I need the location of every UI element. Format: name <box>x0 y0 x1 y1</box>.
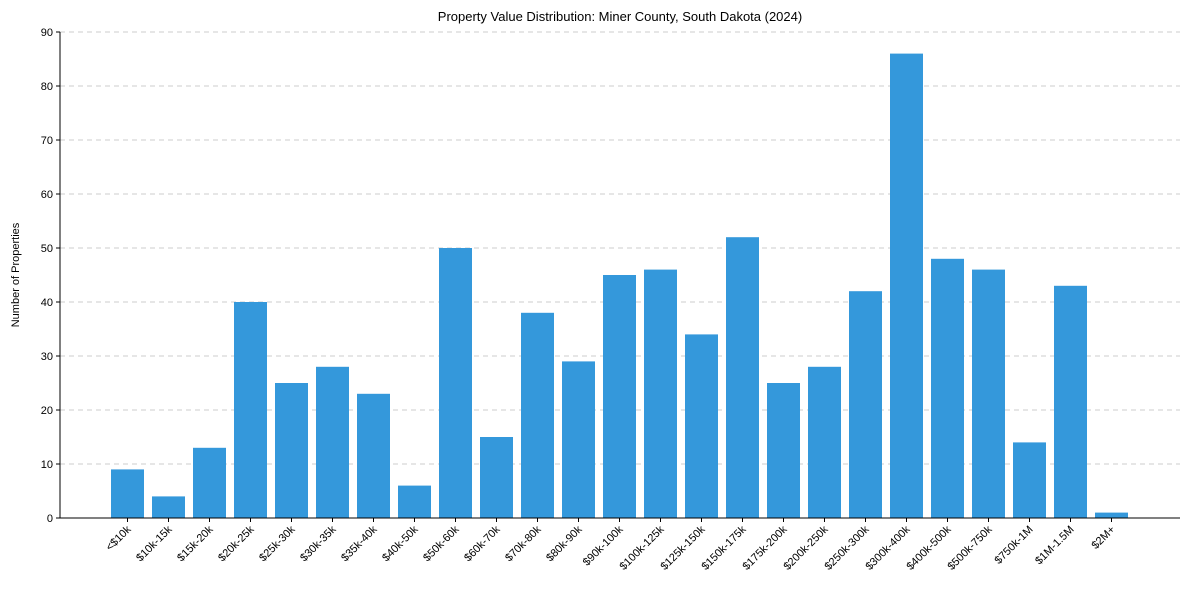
bar <box>685 334 718 518</box>
x-tick-label: $50k-60k <box>421 523 462 564</box>
bar <box>849 291 882 518</box>
x-tick-label: $1M-1.5M <box>1033 524 1077 568</box>
bar <box>275 383 308 518</box>
bar <box>603 275 636 518</box>
bar <box>357 393 390 518</box>
x-tick-label: $60k-70k <box>462 523 503 564</box>
bar <box>111 469 144 518</box>
y-axis-label: Number of Properties <box>10 222 22 327</box>
bar <box>767 383 800 518</box>
bar <box>439 248 472 518</box>
bar <box>480 437 513 518</box>
y-tick-label: 30 <box>41 351 53 363</box>
x-tick-label: $15k-20k <box>175 523 216 564</box>
x-tick-label: $70k-80k <box>503 523 544 564</box>
bar <box>808 366 841 518</box>
x-tick-label: $10k-15k <box>134 523 175 564</box>
bar <box>521 312 554 518</box>
bars-group <box>111 53 1128 518</box>
bar <box>193 447 226 518</box>
x-tick-label: $80k-90k <box>544 523 585 564</box>
x-tick-label: <$10k <box>104 523 134 553</box>
y-tick-label: 70 <box>41 135 53 147</box>
bar <box>316 366 349 518</box>
y-tick-label: 50 <box>41 243 53 255</box>
bar <box>152 496 185 518</box>
x-tick-label: $35k-40k <box>339 523 380 564</box>
bar <box>1095 512 1128 518</box>
y-tick-label: 40 <box>41 297 53 309</box>
y-tick-label: 20 <box>41 405 53 417</box>
bar <box>234 302 267 518</box>
bar <box>931 258 964 518</box>
chart-title: Property Value Distribution: Miner Count… <box>438 9 802 24</box>
x-tick-label: $750k-1M <box>993 524 1036 567</box>
x-tick-label: $25k-30k <box>257 523 298 564</box>
bar <box>726 237 759 518</box>
bar <box>1013 442 1046 518</box>
x-tick-label: $2M+ <box>1089 524 1117 552</box>
y-axis-ticks: 0 10 20 30 40 50 60 70 80 90 <box>41 27 60 525</box>
x-axis-ticks: <$10k $10k-15k $15k-20k $20k-25k $25k-30k $30… <box>104 518 1118 573</box>
bar <box>562 361 595 518</box>
y-tick-label: 60 <box>41 189 53 201</box>
y-tick-label: 90 <box>41 27 53 39</box>
x-tick-label: $30k-35k <box>298 523 339 564</box>
x-tick-label: $40k-50k <box>380 523 421 564</box>
x-tick-label: $500k-750k <box>945 523 994 572</box>
bar <box>972 269 1005 518</box>
x-tick-label: $20k-25k <box>216 523 257 564</box>
bar <box>1054 285 1087 518</box>
bar <box>398 485 431 518</box>
y-tick-label: 10 <box>41 459 53 471</box>
bar <box>890 53 923 518</box>
y-tick-label: 0 <box>47 513 53 525</box>
bar <box>644 269 677 518</box>
y-tick-label: 80 <box>41 81 53 93</box>
